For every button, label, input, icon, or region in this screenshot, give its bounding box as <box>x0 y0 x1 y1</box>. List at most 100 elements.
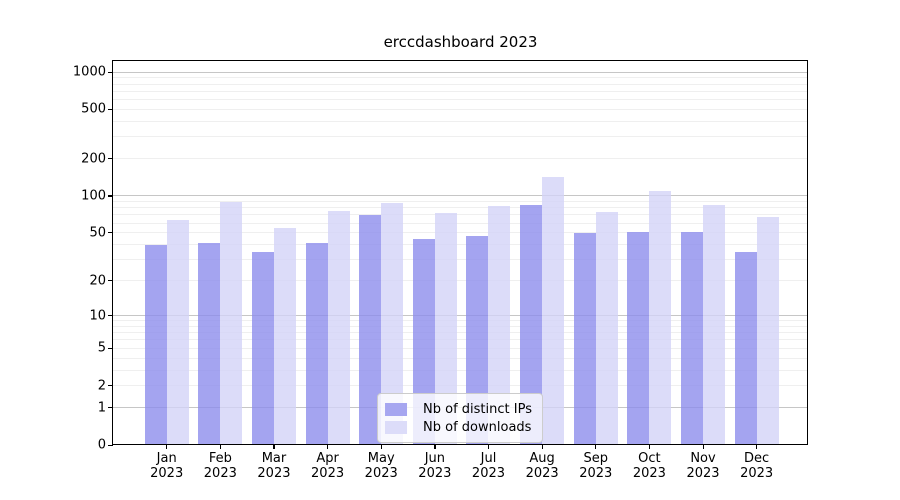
bar-downloads <box>488 206 511 445</box>
bar-downloads <box>703 204 725 445</box>
bar-downloads <box>542 177 565 445</box>
gridline-minor <box>113 207 808 209</box>
x-tick-label: Nov 2023 <box>686 451 720 481</box>
legend-swatch-downloads <box>385 420 408 434</box>
gridline-minor <box>113 77 808 79</box>
gridline-major <box>113 315 808 317</box>
gridline-major <box>113 195 808 197</box>
y-tick <box>108 195 113 197</box>
x-tick <box>541 445 543 449</box>
y-tick-label: 1 <box>97 400 106 416</box>
bar-downloads <box>649 190 672 445</box>
bar-distinct-ips <box>681 231 703 445</box>
x-tick-label: Jan 2023 <box>150 451 184 481</box>
y-tick <box>108 385 113 387</box>
gridline-minor <box>113 222 808 224</box>
y-tick <box>108 232 113 234</box>
y-tick <box>108 158 113 160</box>
y-tick-label: 20 <box>89 273 106 289</box>
y-tick <box>108 444 113 446</box>
y-tick <box>108 280 113 282</box>
bar-distinct-ips <box>627 231 650 445</box>
gridline-minor <box>113 339 808 341</box>
gridline-minor <box>113 244 808 245</box>
bar-downloads <box>273 227 296 445</box>
bar-downloads <box>756 217 779 445</box>
y-tick <box>108 71 113 73</box>
x-tick-label: Feb 2023 <box>203 451 237 481</box>
gridline-minor <box>113 120 808 122</box>
gridline-minor <box>113 357 808 359</box>
gridline-minor <box>113 325 808 327</box>
x-tick-label: Dec 2023 <box>740 451 774 481</box>
legend-swatch-distinct-ips <box>385 402 408 416</box>
y-tick-label: 0 <box>97 437 106 453</box>
gridline-minor <box>113 200 808 202</box>
legend-item-distinct-ips: Nb of distinct IPs <box>385 401 532 417</box>
gridline-minor <box>113 369 808 371</box>
bar-distinct-ips <box>734 251 757 445</box>
y-tick-label: 50 <box>89 225 106 241</box>
gridline-minor <box>113 232 808 234</box>
x-tick-label: Mar 2023 <box>257 451 291 481</box>
gridline-minor <box>113 332 808 334</box>
x-tick <box>487 445 490 449</box>
y-tick-label: 500 <box>81 101 106 117</box>
y-tick <box>108 347 113 349</box>
bar-distinct-ips <box>573 232 596 445</box>
y-tick-label: 2 <box>97 378 106 394</box>
gridline-minor <box>113 259 808 261</box>
gridline-minor <box>113 90 808 92</box>
gridline-minor <box>113 347 808 349</box>
y-tick-label: 200 <box>81 151 106 167</box>
y-tick <box>108 315 113 317</box>
legend-item-downloads: Nb of downloads <box>385 419 532 435</box>
bar-distinct-ips <box>359 214 382 445</box>
x-tick-label: Apr 2023 <box>311 451 345 481</box>
gridline-major <box>113 71 808 73</box>
x-tick <box>434 445 436 449</box>
chart-title: erccdashboard 2023 <box>383 33 538 51</box>
x-tick <box>702 445 704 449</box>
x-tick <box>219 445 222 449</box>
x-tick <box>166 445 168 449</box>
x-tick <box>380 445 382 449</box>
gridline-minor <box>113 83 808 85</box>
bar-distinct-ips <box>520 204 543 445</box>
bar-distinct-ips <box>144 244 167 445</box>
bar-distinct-ips <box>251 251 274 445</box>
gridline-minor <box>113 385 808 387</box>
y-tick <box>108 407 113 409</box>
x-tick <box>648 445 651 449</box>
bar-downloads <box>220 202 243 445</box>
x-tick-label: Aug 2023 <box>525 451 559 481</box>
x-tick-label: Jun 2023 <box>418 451 452 481</box>
x-tick-label: Oct 2023 <box>632 451 666 481</box>
gridline-minor <box>113 214 808 216</box>
y-tick-label: 1000 <box>72 64 106 80</box>
gridline-minor <box>113 136 808 138</box>
legend-label-distinct-ips: Nb of distinct IPs <box>423 401 532 417</box>
y-tick-label: 100 <box>81 188 106 204</box>
bar-downloads <box>327 211 350 445</box>
x-tick <box>595 445 597 449</box>
gridline-minor <box>113 99 808 101</box>
legend: Nb of distinct IPs Nb of downloads <box>377 393 543 443</box>
gridline-minor <box>113 108 808 110</box>
gridline-minor <box>113 320 808 322</box>
x-tick <box>756 445 758 449</box>
gridline-minor <box>113 158 808 160</box>
bar-downloads <box>166 219 189 445</box>
legend-label-downloads: Nb of downloads <box>423 419 532 435</box>
bar-downloads <box>595 211 618 445</box>
x-tick-label: May 2023 <box>364 451 398 481</box>
x-tick-label: Jul 2023 <box>471 451 506 481</box>
bar-downloads <box>381 203 404 445</box>
y-tick <box>108 108 113 111</box>
y-tick-label: 5 <box>97 340 106 356</box>
gridline-minor <box>113 280 808 282</box>
bar-distinct-ips <box>305 243 328 445</box>
bar-distinct-ips <box>198 243 221 445</box>
x-tick <box>273 445 275 449</box>
